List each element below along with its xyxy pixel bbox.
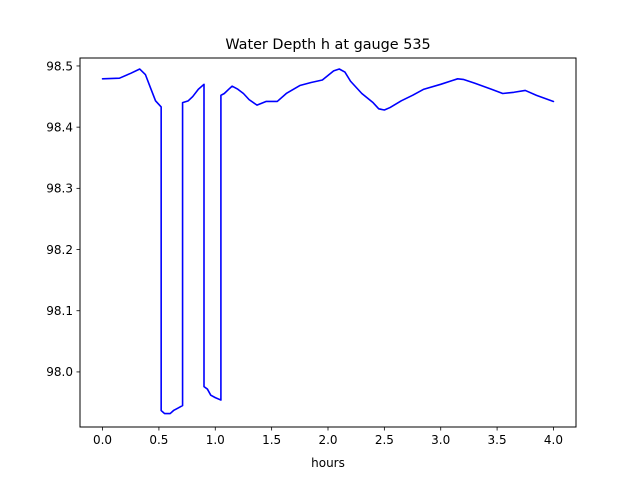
series-line [101, 68, 555, 415]
x-tick-label: 2.5 [375, 433, 394, 447]
axis-ticks: 0.0 0.5 1.0 1.5 2.0 2.5 3.0 3.5 4.0 98.0 98.1 98.2 9… [46, 59, 563, 447]
x-tick-label: 0.0 [93, 433, 112, 447]
x-tick-label: 3.0 [431, 433, 450, 447]
x-tick-label: 1.0 [206, 433, 225, 447]
chart-title: Water Depth h at gauge 535 [225, 37, 430, 53]
y-tick-label: 98.1 [46, 304, 73, 318]
y-tick-label: 98.2 [46, 243, 73, 257]
y-tick-label: 98.5 [46, 59, 73, 73]
x-tick-label: 4.0 [544, 433, 563, 447]
x-tick-label: 2.0 [318, 433, 337, 447]
x-tick-label: 1.5 [262, 433, 281, 447]
x-tick-label: 0.5 [149, 433, 168, 447]
y-tick-label: 98.3 [46, 182, 73, 196]
x-tick-label: 3.5 [488, 433, 507, 447]
axes-frame [79, 57, 577, 428]
x-axis-label: hours [311, 456, 345, 470]
y-tick-label: 98.0 [46, 365, 73, 379]
plot-area [101, 68, 555, 415]
y-tick-label: 98.4 [46, 120, 73, 134]
